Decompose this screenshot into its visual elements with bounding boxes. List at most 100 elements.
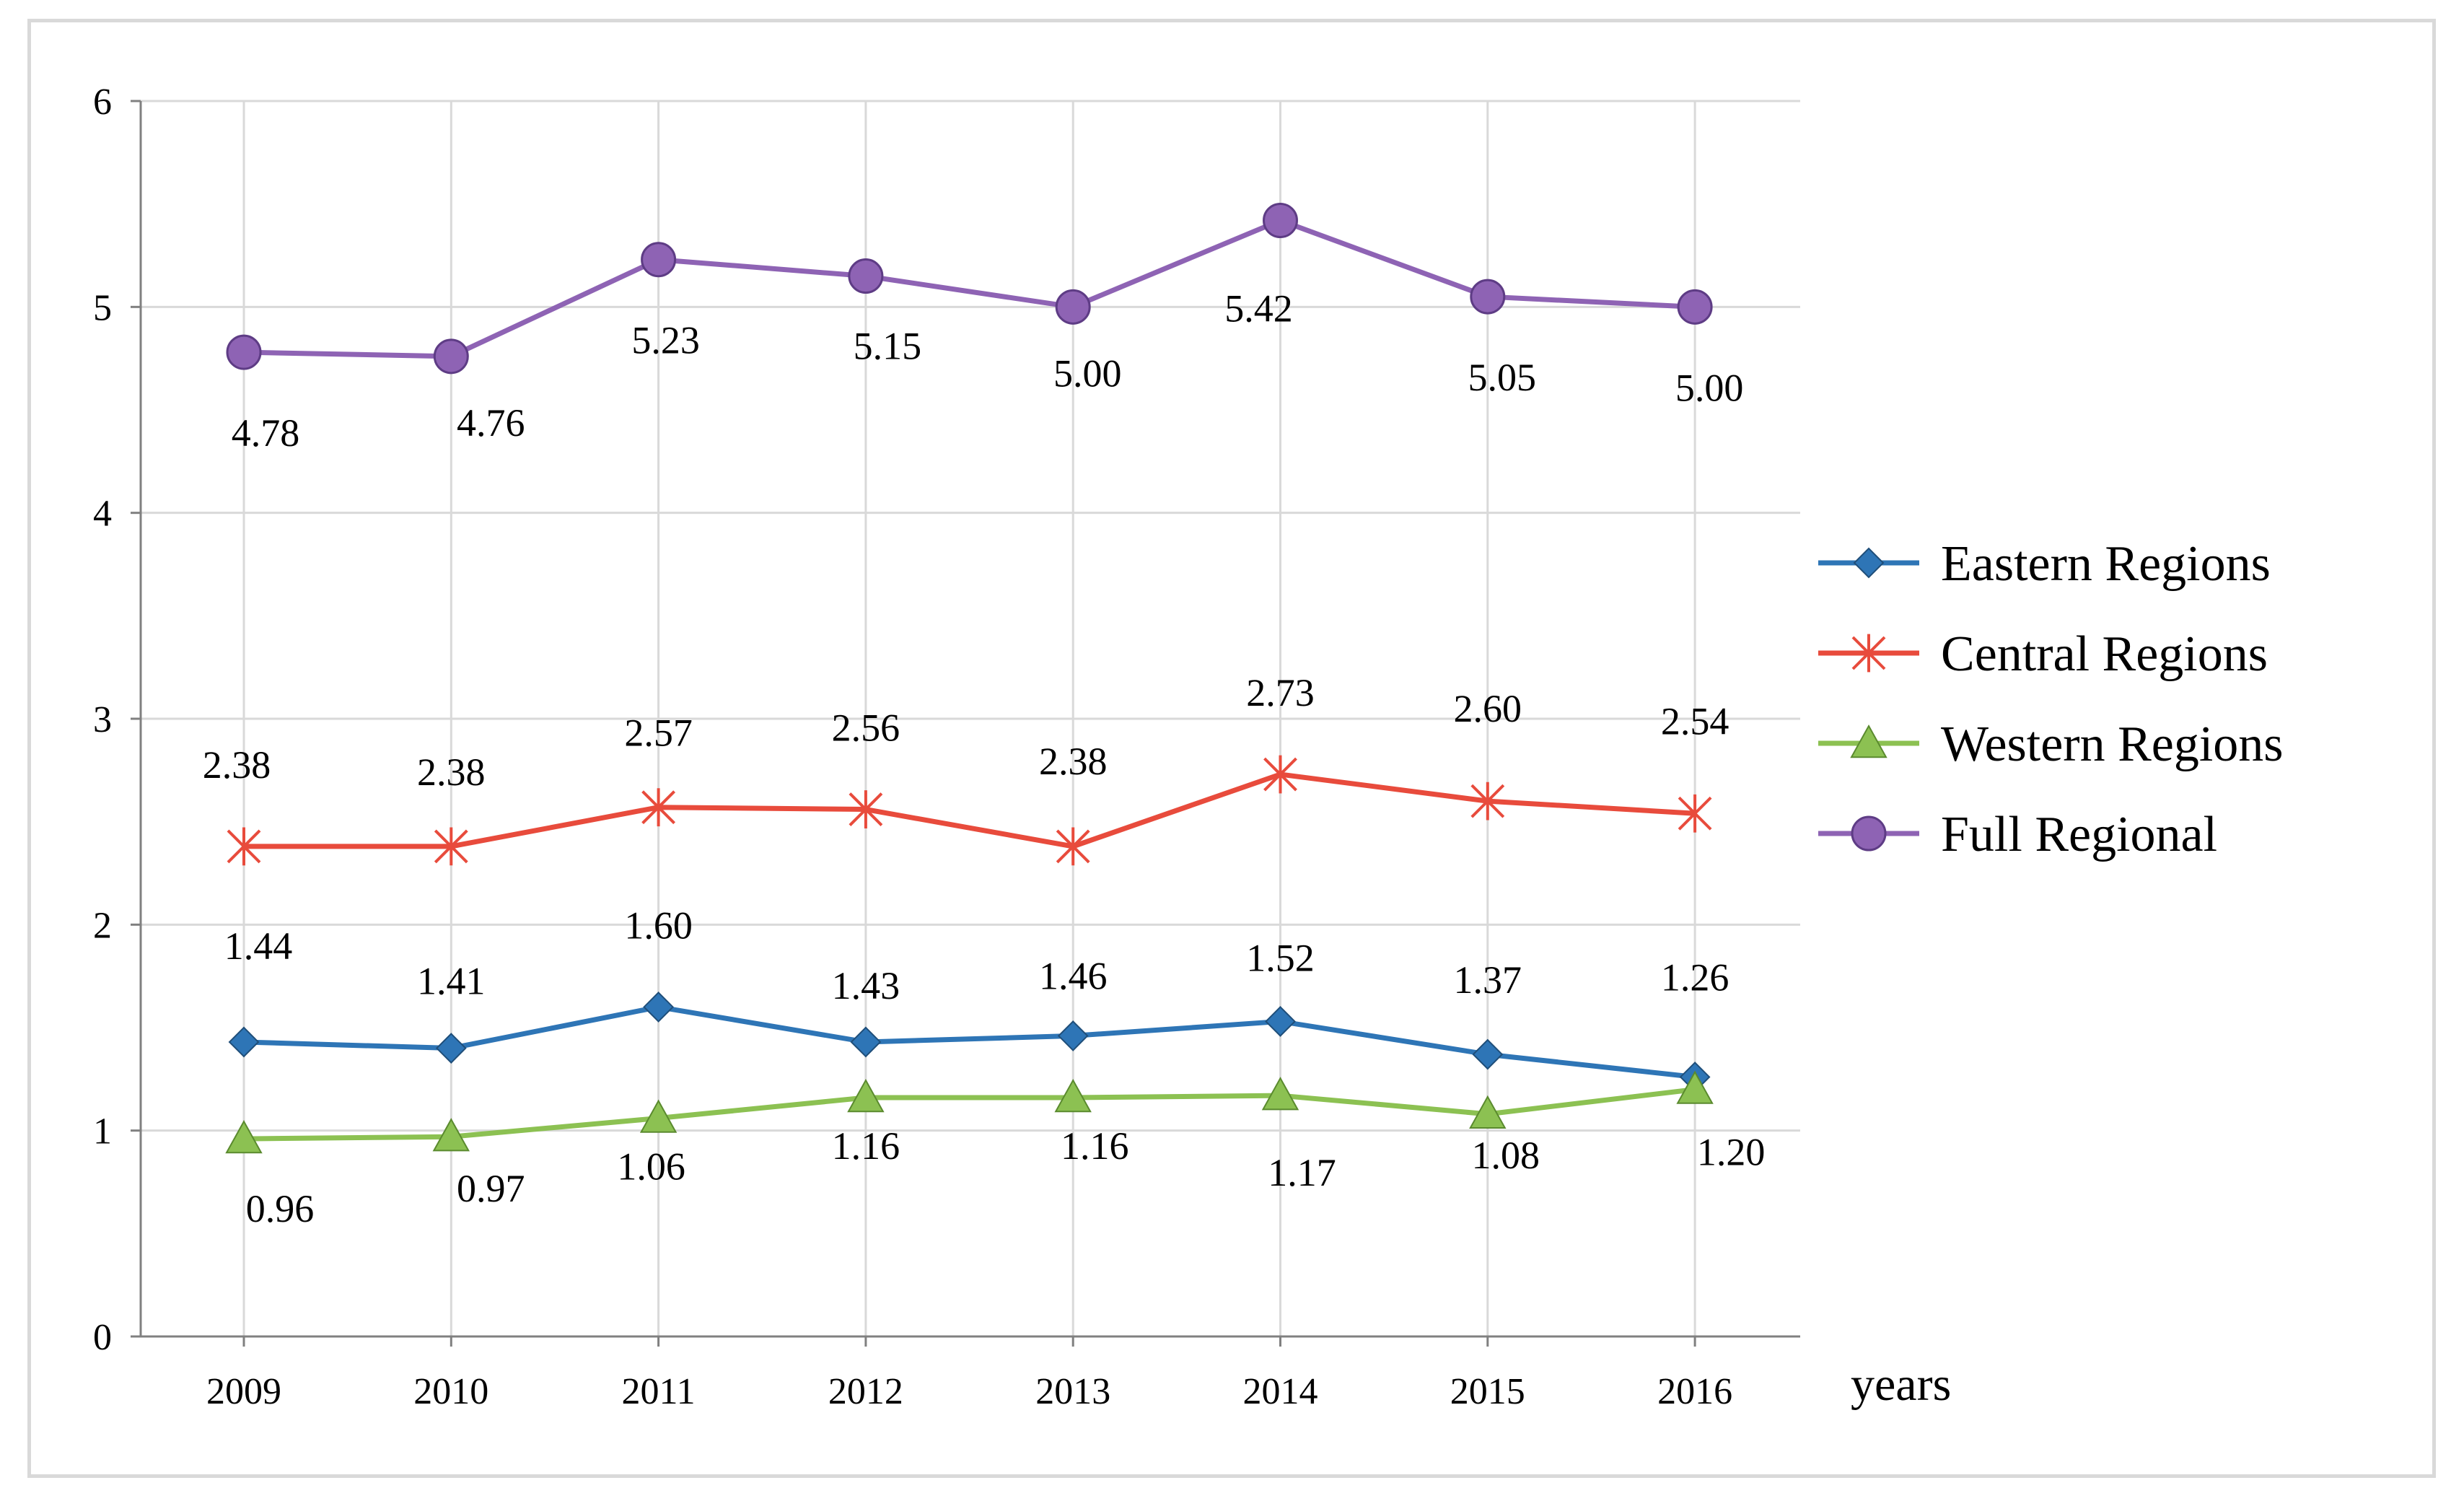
data-label-full-regional: 4.78 bbox=[232, 411, 300, 455]
data-point-full-regional bbox=[641, 242, 677, 278]
grid-lines bbox=[141, 100, 1800, 1336]
legend-item-central-regions: Central Regions bbox=[1818, 626, 2268, 682]
data-label-western-regions: 1.16 bbox=[1061, 1124, 1129, 1168]
chart-frame bbox=[27, 19, 2436, 1478]
legend-item-full-regional: Full Regional bbox=[1818, 807, 2217, 862]
series-line-western-regions bbox=[243, 1087, 1696, 1142]
data-label-eastern-regions: 1.41 bbox=[417, 960, 486, 1003]
data-label-eastern-regions: 1.26 bbox=[1661, 955, 1729, 999]
legend-label: Central Regions bbox=[1941, 626, 2268, 682]
y-tick-label: 3 bbox=[93, 699, 112, 740]
x-tick-label: 2016 bbox=[1657, 1371, 1732, 1412]
x-tick-label: 2015 bbox=[1450, 1371, 1525, 1412]
legend-marker bbox=[1853, 547, 1885, 579]
data-point-western-regions bbox=[847, 1078, 885, 1113]
data-label-central-regions: 2.60 bbox=[1454, 687, 1522, 730]
data-label-central-regions: 2.73 bbox=[1246, 671, 1315, 714]
data-label-eastern-regions: 1.60 bbox=[624, 903, 693, 947]
legend: Eastern Regions Central Regions Western Re… bbox=[1818, 536, 2284, 862]
y-tick-label: 5 bbox=[93, 287, 112, 328]
legend-label: Eastern Regions bbox=[1941, 536, 2271, 592]
data-point-full-regional bbox=[848, 258, 884, 294]
data-label-eastern-regions: 1.44 bbox=[224, 924, 293, 968]
data-label-eastern-regions: 1.43 bbox=[832, 964, 900, 1007]
x-tick-label: 2014 bbox=[1243, 1371, 1318, 1412]
x-axis-title: years bbox=[1851, 1358, 1951, 1411]
y-tick-label: 1 bbox=[93, 1111, 112, 1152]
data-label-eastern-regions: 1.46 bbox=[1039, 954, 1108, 997]
data-label-central-regions: 2.38 bbox=[417, 750, 486, 794]
data-label-eastern-regions: 1.52 bbox=[1246, 936, 1315, 979]
data-point-central-regions bbox=[434, 827, 468, 866]
y-tick-label: 2 bbox=[93, 905, 112, 946]
legend-marker bbox=[1851, 815, 1887, 852]
x-tick-label: 2013 bbox=[1035, 1371, 1110, 1412]
series-line-full-regional bbox=[243, 217, 1696, 359]
y-tick-label: 6 bbox=[93, 82, 112, 123]
data-point-central-regions bbox=[849, 790, 883, 828]
series-line-eastern-regions bbox=[243, 1004, 1696, 1080]
data-label-central-regions: 2.38 bbox=[203, 743, 271, 787]
legend-label: Western Regions bbox=[1941, 717, 2284, 772]
series-central-regions bbox=[227, 755, 1712, 866]
data-label-western-regions: 1.17 bbox=[1268, 1151, 1336, 1194]
data-label-eastern-regions: 1.37 bbox=[1454, 958, 1522, 1002]
data-label-western-regions: 0.96 bbox=[246, 1187, 315, 1230]
data-label-full-regional: 5.23 bbox=[631, 319, 700, 362]
data-label-full-regional: 5.05 bbox=[1468, 356, 1537, 399]
data-point-central-regions bbox=[1056, 827, 1090, 866]
data-point-western-regions bbox=[1676, 1070, 1714, 1104]
data-label-central-regions: 2.54 bbox=[1661, 699, 1729, 743]
data-label-full-regional: 4.76 bbox=[457, 401, 525, 445]
data-point-eastern-regions bbox=[850, 1026, 882, 1058]
data-point-eastern-regions bbox=[643, 992, 675, 1023]
data-point-central-regions bbox=[1470, 782, 1505, 820]
data-label-full-regional: 5.00 bbox=[1675, 366, 1744, 409]
data-point-western-regions bbox=[1261, 1077, 1299, 1111]
data-label-full-regional: 5.15 bbox=[854, 325, 922, 368]
series-line-central-regions bbox=[244, 771, 1696, 849]
data-point-full-regional bbox=[226, 334, 262, 370]
data-point-central-regions bbox=[1263, 755, 1297, 794]
data-label-central-regions: 2.57 bbox=[624, 712, 693, 755]
data-point-eastern-regions bbox=[1057, 1020, 1089, 1051]
data-point-full-regional bbox=[433, 338, 469, 375]
data-label-western-regions: 1.06 bbox=[617, 1145, 685, 1189]
legend-item-western-regions: Western Regions bbox=[1818, 717, 2284, 772]
data-label-full-regional: 5.42 bbox=[1224, 286, 1293, 330]
data-label-western-regions: 1.16 bbox=[832, 1124, 900, 1168]
data-point-central-regions bbox=[227, 827, 261, 866]
x-tick-label: 2011 bbox=[622, 1371, 696, 1412]
axes: 0 1 2 3 4 5 6 2009 2010 2011 2012 2013 2014 2015 2016 bbox=[93, 82, 1800, 1412]
data-label-full-regional: 5.00 bbox=[1053, 351, 1122, 395]
data-point-eastern-regions bbox=[1472, 1038, 1504, 1070]
data-point-eastern-regions bbox=[1265, 1006, 1296, 1037]
data-point-western-regions bbox=[432, 1118, 470, 1152]
data-labels: 1.44 1.41 1.60 1.43 1.46 1.52 1.37 1.26 2.38 2.38… bbox=[203, 286, 1766, 1230]
data-point-western-regions bbox=[639, 1099, 678, 1133]
data-point-central-regions bbox=[1678, 794, 1712, 833]
data-point-full-regional bbox=[1263, 202, 1298, 238]
series-layer bbox=[225, 202, 1714, 1154]
legend-marker bbox=[1851, 634, 1886, 673]
data-point-eastern-regions bbox=[228, 1026, 260, 1058]
data-point-western-regions bbox=[1469, 1095, 1507, 1129]
data-point-full-regional bbox=[1470, 279, 1506, 315]
data-point-western-regions bbox=[1054, 1078, 1092, 1113]
series-western-regions bbox=[225, 1070, 1714, 1154]
data-point-western-regions bbox=[225, 1120, 263, 1154]
data-point-full-regional bbox=[1055, 289, 1091, 325]
x-tick-label: 2012 bbox=[828, 1371, 903, 1412]
data-point-eastern-regions bbox=[435, 1033, 467, 1064]
series-full-regional bbox=[226, 202, 1713, 375]
data-label-central-regions: 2.56 bbox=[832, 706, 900, 750]
data-label-western-regions: 1.20 bbox=[1697, 1131, 1766, 1174]
x-tick-label: 2010 bbox=[413, 1371, 488, 1412]
data-point-central-regions bbox=[641, 788, 676, 827]
x-tick-label: 2009 bbox=[206, 1371, 281, 1412]
legend-label: Full Regional bbox=[1941, 807, 2217, 862]
data-point-full-regional bbox=[1677, 289, 1713, 325]
data-label-western-regions: 1.08 bbox=[1472, 1134, 1540, 1177]
y-tick-label: 4 bbox=[93, 494, 112, 535]
